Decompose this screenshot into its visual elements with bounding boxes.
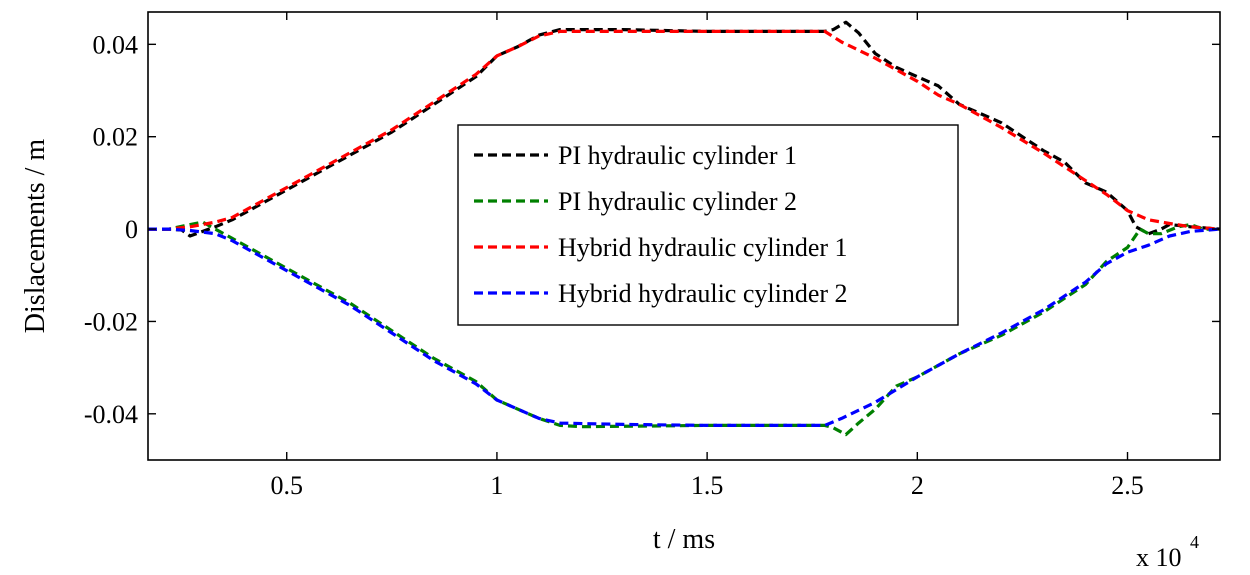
legend-label-3: Hybrid hydraulic cylinder 1	[558, 233, 848, 262]
series-line-4	[148, 227, 1221, 427]
y-tick-label-4: -0.02	[84, 307, 138, 336]
x-axis-label: t / ms	[653, 524, 715, 555]
x-tick-label-5: 2.5	[1111, 471, 1144, 500]
y-tick-label-2: 0.02	[93, 123, 139, 152]
series-line-2	[148, 220, 1220, 437]
x-tick-label-2: 1	[490, 471, 503, 500]
x-tick-label-1: 0.5	[270, 471, 303, 500]
x-multiplier-exponent: 4	[1190, 532, 1199, 552]
legend-label-2: PI hydraulic cylinder 2	[558, 187, 797, 216]
legend-box	[457, 124, 959, 326]
y-tick-label-1: 0.04	[93, 30, 139, 59]
x-tick-label-3: 1.5	[691, 471, 724, 500]
series-layer	[148, 20, 1221, 437]
ticks-layer: 0.5 1 1.5 2 2.5 0.04 0.02 0 -0.02 -0.04	[84, 12, 1220, 500]
x-multiplier: x 10 4	[1136, 532, 1199, 572]
legend: PI hydraulic cylinder 1 PI hydraulic cyli…	[457, 124, 959, 326]
y-axis-label: Dislacements / m	[20, 139, 51, 334]
plot-frame	[147, 11, 1221, 461]
legend-label-4: Hybrid hydraulic cylinder 2	[558, 279, 848, 308]
x-tick-label-4: 2	[911, 471, 924, 500]
y-tick-label-5: -0.04	[84, 400, 138, 429]
x-multiplier-base: x 10	[1136, 543, 1182, 572]
legend-label-1: PI hydraulic cylinder 1	[558, 141, 797, 170]
y-tick-label-3: 0	[125, 215, 138, 244]
